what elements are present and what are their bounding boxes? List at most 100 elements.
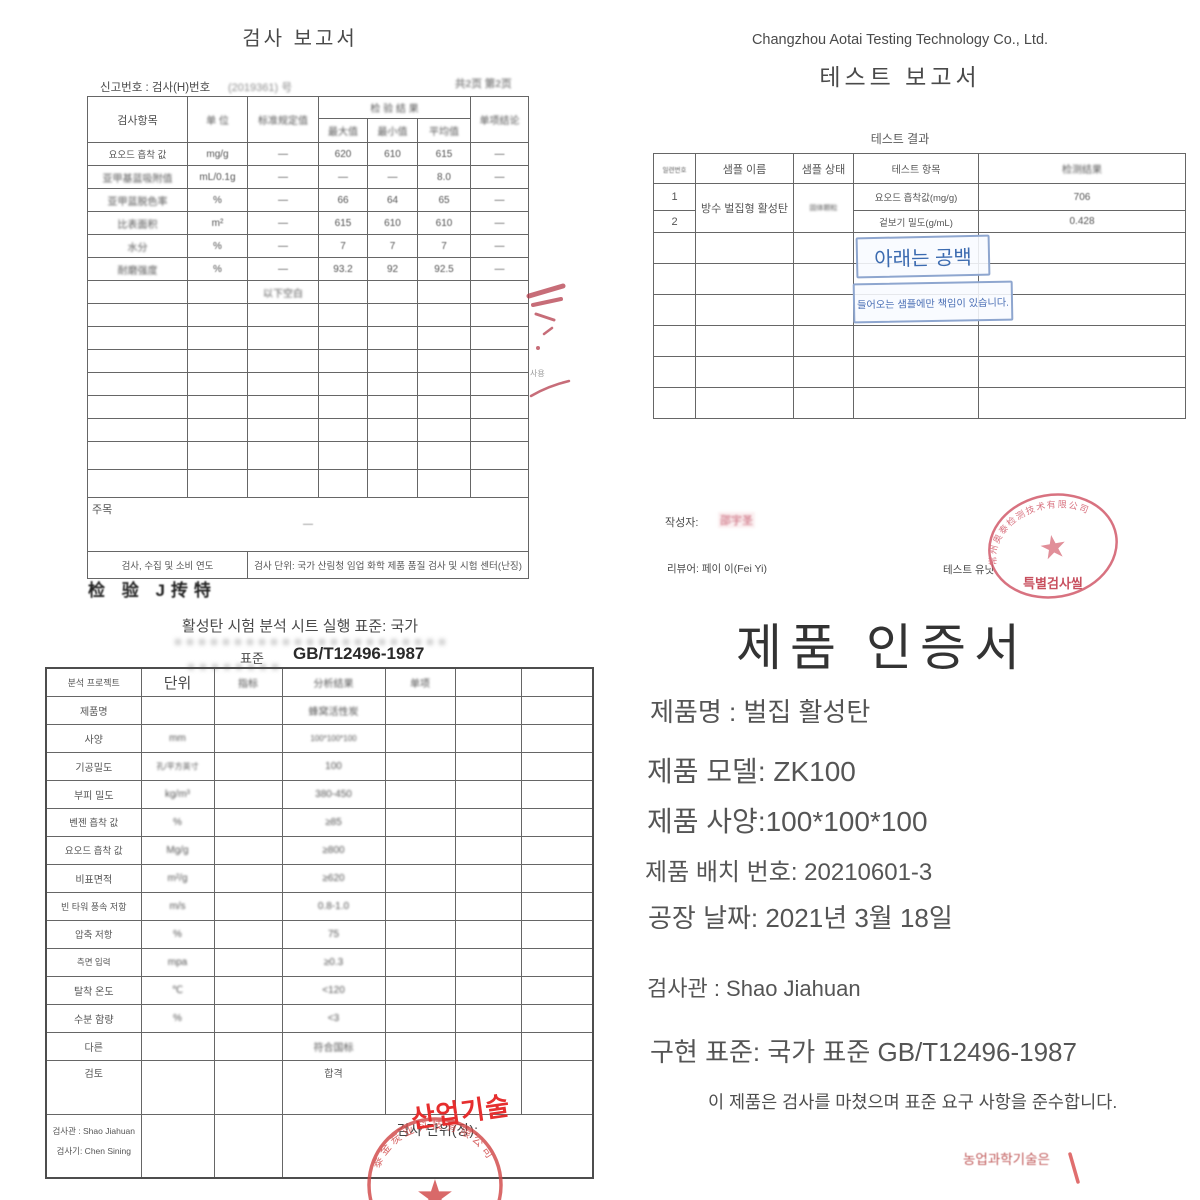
table-row: 제품명 蜂窝活性炭: [45, 695, 594, 725]
blank-below-note: 아래는 공백: [855, 234, 991, 279]
star-icon: ★: [1036, 527, 1071, 567]
partial-red-stamp: [526, 283, 571, 398]
empty-row: [653, 356, 1186, 388]
table-row: 2 겉보기 밀도(g/mL) 0.428: [653, 210, 1186, 233]
table-row: 사양 mm 100*100*100: [45, 723, 594, 753]
table-row: 比表面积 m² — 615 610 610 —: [87, 211, 529, 235]
tester-name: 검사기: Chen Sining: [56, 1145, 132, 1156]
footer-right: 검사 단위: 국가 산림청 임업 화학 제품 품질 검사 및 시험 센터(난징): [247, 551, 529, 579]
col-min: 最小值: [367, 118, 418, 143]
svg-text:常州奥泰检测技术有限公司: 常州奥泰检测技术有限公司: [978, 492, 1098, 567]
table-row: 비표면적 m²/g ≥620: [45, 863, 594, 893]
table-header-row: 검사항목 单 位 标准规定值 检 验 结 果 单项结论: [87, 96, 529, 143]
col-sample-name: 샘플 이름: [695, 153, 794, 184]
table-row: 빈 타워 풍속 저항 m/s 0.8-1.0: [45, 891, 594, 921]
company-name: Changzhou Aotai Testing Technology Co., …: [751, 32, 1049, 48]
col-avg: 平均值: [417, 118, 471, 143]
author-signature-stamp: 邵宇圣: [718, 512, 755, 528]
batch-number-line: 제품 배치 번호: 20210601-3: [645, 859, 933, 886]
review-label: 검토: [45, 1059, 142, 1115]
col-serial: 일련번호: [653, 153, 696, 184]
test-report-page: Changzhou Aotai Testing Technology Co., …: [600, 0, 1200, 600]
table-header-row: 분석 프로젝트 단위 指标 分析结果 单项: [45, 667, 594, 697]
author-label: 작성자:: [665, 517, 699, 529]
red-note: 농업과학기술은: [963, 1152, 1050, 1167]
col-result: 分析结果: [281, 667, 386, 697]
test-results-table: 일련번호 샘플 이름 샘플 상태 테스트 항목 检测结果 1 방수 벌집형 활성…: [653, 153, 1186, 419]
inspection-results-table: 검사항목 单 位 标准规定值 检 验 结 果 单项结论 最大值 最小值 平均值 …: [87, 96, 529, 579]
col-unit: 단위: [140, 667, 215, 697]
col-sample-state: 샘플 상태: [793, 153, 854, 184]
empty-row: [87, 395, 529, 419]
table-row: 압축 저항 % 75: [45, 919, 594, 949]
table-row: 요오드 흡착 값 Mg/g ≥800: [45, 835, 594, 865]
table-row: 탈착 온도 ℃ <120: [45, 975, 594, 1005]
empty-row: [653, 325, 1186, 357]
side-text: 사용: [530, 369, 545, 378]
col-result: 检测结果: [978, 153, 1186, 184]
company-seal-stamp: 常州奥泰检测技术有限公司 ★ 특별검사씰: [978, 492, 1118, 599]
factory-date-line: 공장 날짜: 2021년 3월 18일: [648, 903, 953, 933]
col-result-group: 检 验 结 果: [318, 96, 471, 119]
table-row: 耐磨强度 % — 93.2 92 92.5 —: [87, 257, 529, 281]
inspector-line: 검사관 : Shao Jiahuan: [647, 976, 861, 1001]
product-name-line: 제품명 : 벌집 활성탄: [650, 697, 871, 727]
note-dash: —: [303, 519, 313, 530]
table-row: 기공밀도 孔/平方英寸 100: [45, 751, 594, 781]
table-row: 벤젠 흡착 값 % ≥85: [45, 807, 594, 837]
blank-note: 以下空白: [247, 280, 319, 304]
col-test-item: 테스트 항목: [853, 153, 979, 184]
standard-label: 표준: [240, 651, 264, 666]
table-row: 부피 밀도 kg/m³ 380-450: [45, 779, 594, 809]
footer-row: 검사, 수집 및 소비 연도 검사 단위: 국가 산림청 임업 화학 제품 품질…: [87, 551, 529, 579]
section-title: 테스트 결과: [870, 132, 930, 146]
table-row: 水分 % — 7 7 7 —: [87, 234, 529, 258]
product-model-line: 제품 모델: ZK100: [647, 756, 856, 787]
col-unit: 单 位: [187, 96, 248, 143]
note-row: 주목 —: [87, 497, 529, 552]
page-info: 共2页 第2页: [455, 78, 512, 90]
test-unit-label: 테스트 유닛: [943, 564, 995, 576]
report-number-value: (2019361) 号: [228, 82, 293, 94]
handwritten-signature: 检 验 J抟特: [88, 581, 217, 600]
table-header-row: 일련번호 샘플 이름 샘플 상태 테스트 항목 检测结果: [653, 153, 1186, 184]
table-row: 亚甲基蓝吸附值 mL/0.1g — — — 8.0 —: [87, 165, 529, 189]
footer-left: 검사, 수집 및 소비 연도: [87, 551, 248, 579]
compliance-statement: 이 제품은 검사를 마쳤으며 표준 요구 사항을 준수합니다.: [708, 1092, 1118, 1112]
analysis-sheet-page: 활성탄 시험 분석 시트 실행 표준: 국가 표준 GB/T12496-1987…: [0, 600, 600, 1200]
page-title: 테스트 보고서: [819, 64, 981, 90]
inspection-unit-label: 검사 단위(장):: [281, 1113, 594, 1179]
table-row: 다른 符合国标: [45, 1031, 594, 1061]
empty-row: [87, 418, 529, 442]
seal-label: 특별검사씰: [1023, 576, 1083, 591]
table-row: 亚甲蓝脱色率 % — 66 64 65 —: [87, 188, 529, 212]
standard-line: 구현 표준: 국가 표준 GB/T12496-1987: [650, 1037, 1077, 1067]
star-icon: ★: [415, 1172, 454, 1200]
col-standard: 标准规定值: [247, 96, 319, 143]
signature-row: 검사관 : Shao Jiahuan 검사기: Chen Sining 검사 단…: [45, 1113, 594, 1179]
sample-disclaimer: 들어오는 샘플에만 책임이 있습니다.: [852, 280, 1014, 324]
empty-row: [653, 387, 1186, 419]
product-certificate-page: 제품 인증서 제품명 : 벌집 활성탄 제품 모델: ZK100 제품 사양:1…: [600, 600, 1200, 1200]
inspector-name: 검사관 : Shao Jiahuan: [52, 1125, 136, 1136]
note-label: 주목: [92, 504, 113, 516]
col-conclusion: 单项结论: [470, 96, 529, 143]
page-title: 검사 보고서: [242, 28, 358, 50]
industrial-seal-stamp: 泰金炭业科技有限公司 ★ 산업기술: [367, 1090, 512, 1200]
standard-value: GB/T12496-1987: [293, 644, 425, 663]
empty-row: [87, 349, 529, 373]
table-row: 1 방수 벌집형 활성탄 固体颗粒 요오드 흡착값(mg/g) 706: [653, 183, 1186, 233]
product-spec-line: 제품 사양:100*100*100: [647, 806, 928, 837]
inspection-report-page: 검사 보고서 신고번호 : 검사(H)번호 (2019361) 号 共2页 第2…: [0, 0, 600, 600]
seal-label: 산업기술: [409, 1090, 512, 1134]
report-number-label: 신고번호 : 검사(H)번호: [100, 82, 211, 94]
col-index: 指标: [213, 667, 283, 697]
col-item: 검사항목: [87, 96, 188, 143]
certificate-title: 제품 인증서: [736, 620, 1028, 676]
table-row: 요오드 흡착 값 mg/g — 620 610 615 —: [87, 142, 529, 166]
red-pen-mark: [1068, 1152, 1080, 1184]
blurred-line: [175, 639, 445, 645]
blank-note-row: 以下空白: [87, 280, 529, 304]
table-row: 수분 함량 % <3: [45, 1003, 594, 1033]
